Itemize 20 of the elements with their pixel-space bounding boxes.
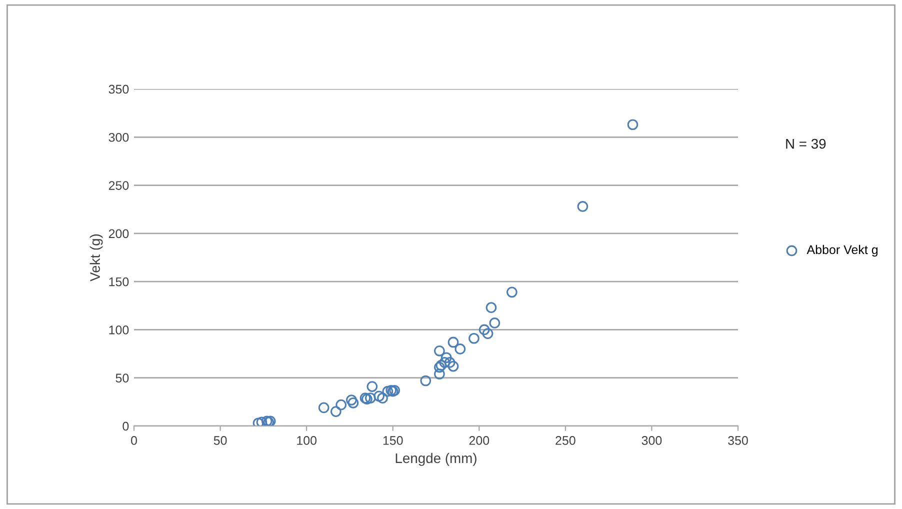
y-tick-label: 300 xyxy=(108,132,129,142)
legend-label: Abbor Vekt g xyxy=(806,244,878,257)
x-tick-label: 250 xyxy=(556,436,576,445)
y-tick-label: 250 xyxy=(108,181,129,190)
x-axis-title: Lengde (mm) xyxy=(396,452,476,466)
y-tick-label: 0 xyxy=(122,422,129,431)
x-tick-label: 0 xyxy=(131,436,137,445)
x-tick-label: 350 xyxy=(728,436,748,445)
x-tick-label: 100 xyxy=(297,436,317,445)
y-tick-label: 50 xyxy=(116,374,129,383)
x-tick-label: 50 xyxy=(214,436,227,445)
y-tick-label: 200 xyxy=(108,229,129,238)
y-tick-label: 100 xyxy=(109,326,129,334)
y-tick-label: 350 xyxy=(108,84,129,94)
y-axis-title: Vekt (g) xyxy=(90,234,103,282)
y-tick-label: 150 xyxy=(109,277,129,286)
x-tick-label: 200 xyxy=(469,436,490,445)
x-tick-label: 300 xyxy=(642,436,662,445)
text: N = 39 xyxy=(786,138,826,149)
x-tick-label: 150 xyxy=(383,436,403,445)
